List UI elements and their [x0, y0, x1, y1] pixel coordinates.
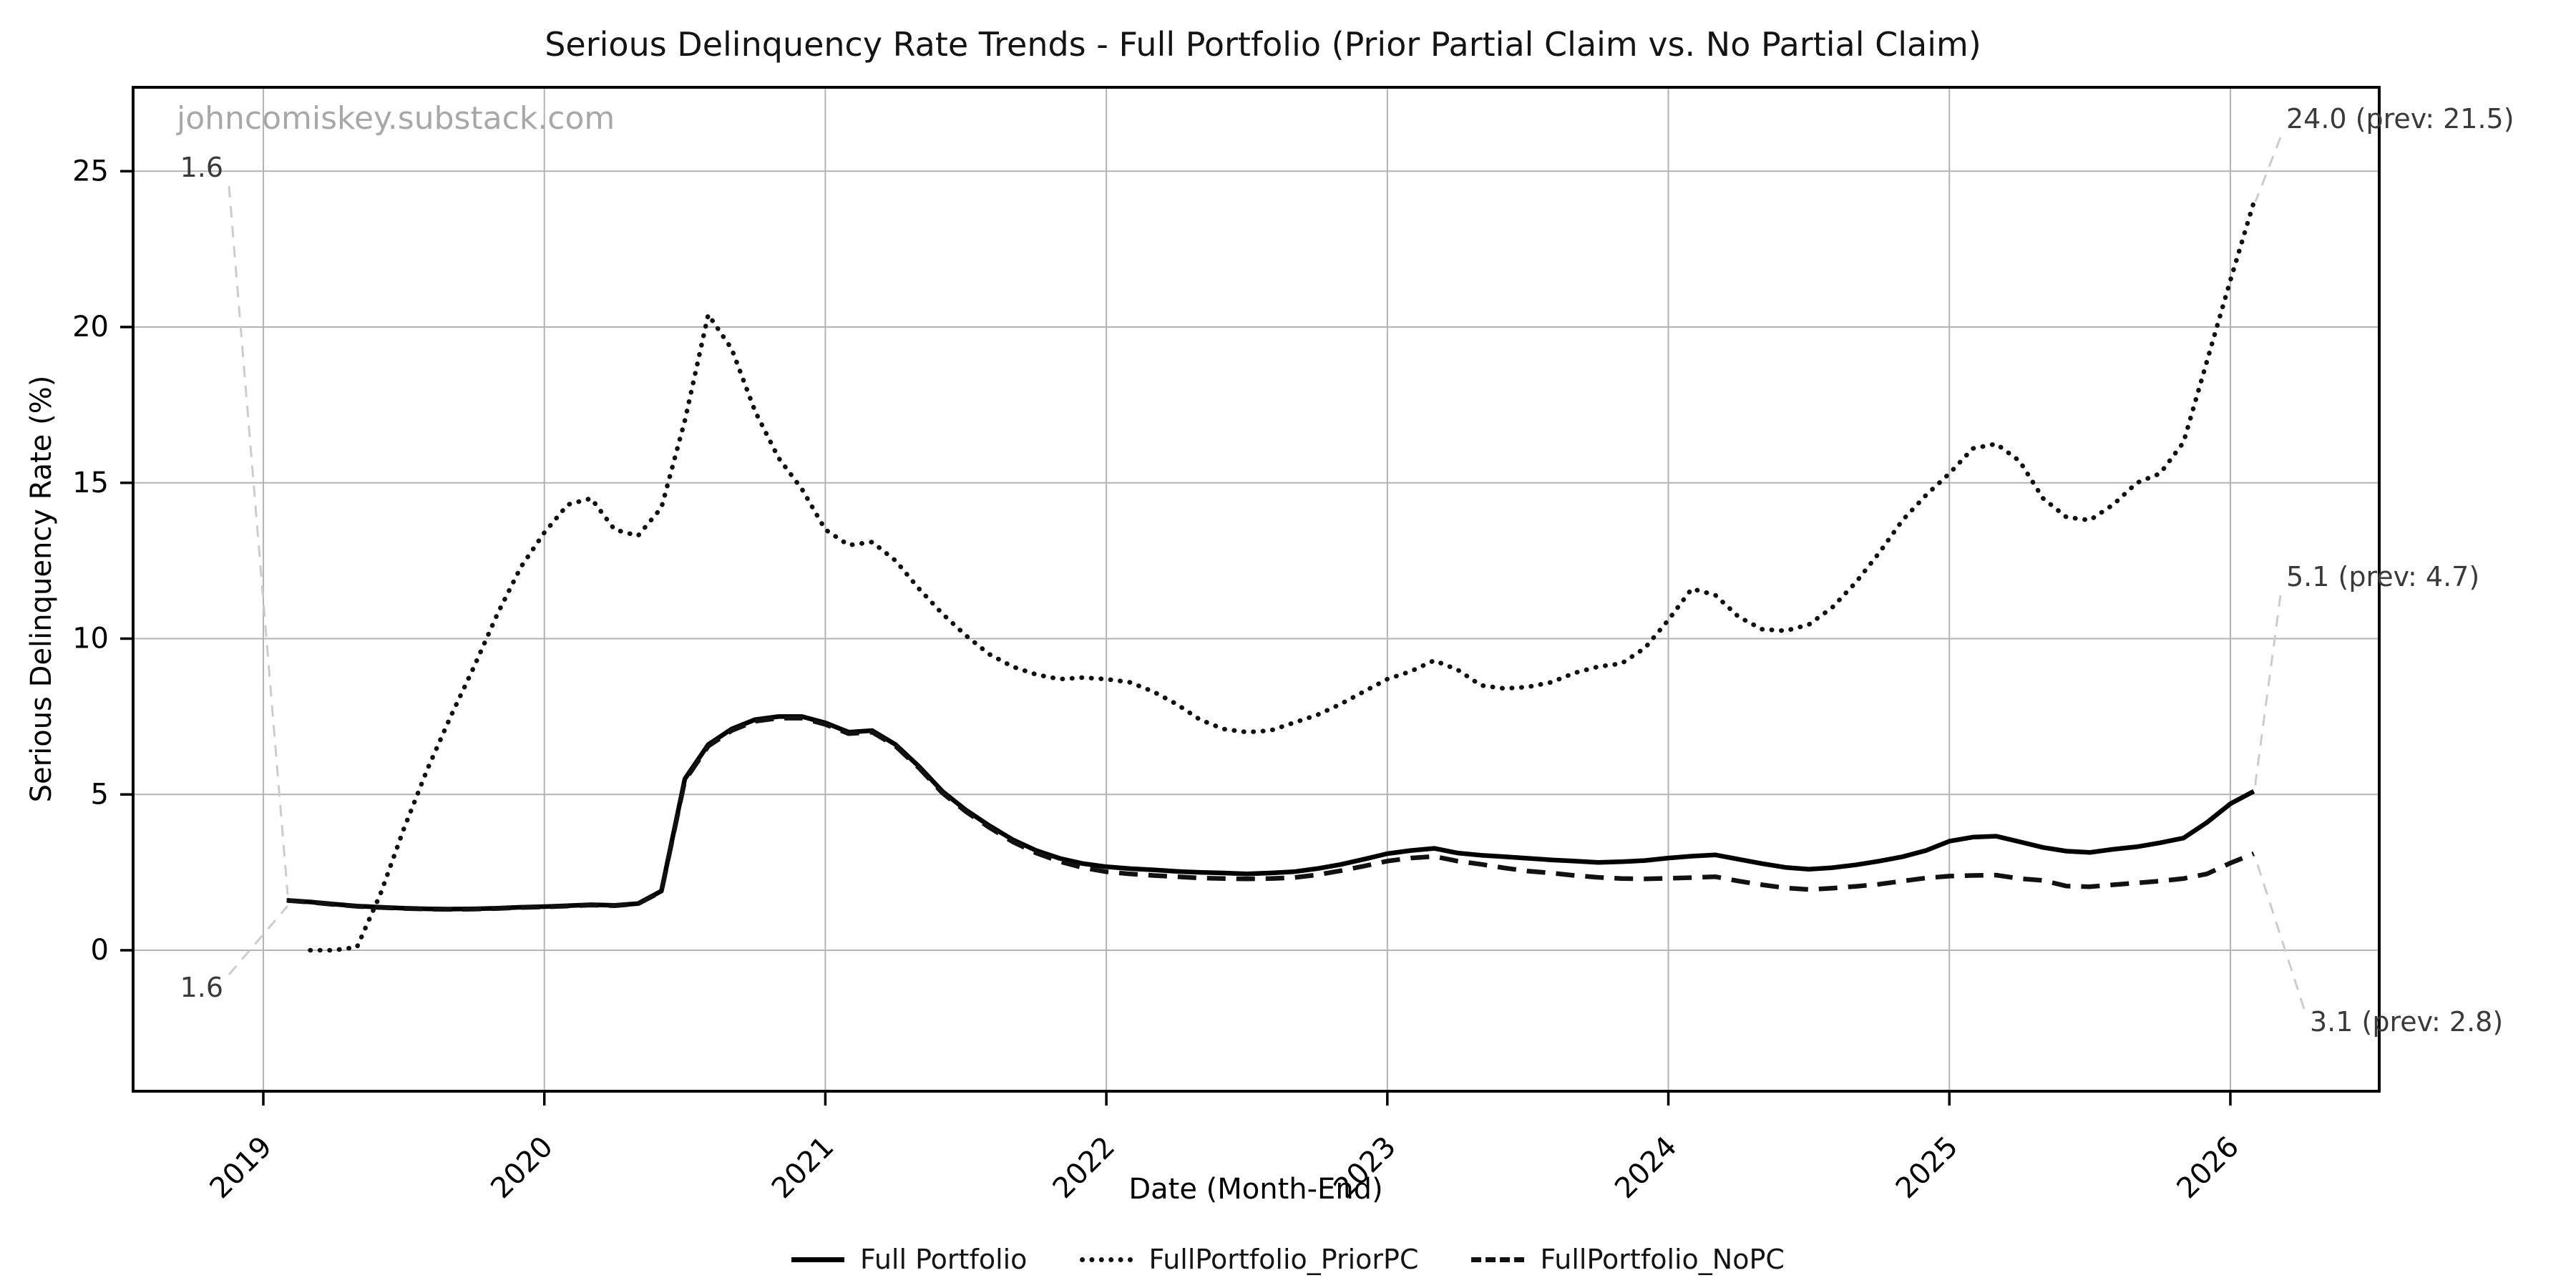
x-tick-label: 2025 — [1890, 1131, 1965, 1206]
y-tick-label: 15 — [72, 467, 109, 499]
annotation-leader-line — [228, 185, 289, 895]
chart-title: Serious Delinquency Rate Trends - Full P… — [545, 25, 1981, 64]
annotation-end-nopc: 3.1 (prev: 2.8) — [2310, 1006, 2504, 1038]
legend-label: FullPortfolio_PriorPC — [1148, 1244, 1419, 1275]
solid-line-icon — [791, 1257, 845, 1262]
annotation-leader-line — [2253, 595, 2282, 789]
legend-item-nopc: FullPortfolio_NoPC — [1471, 1244, 1785, 1275]
legend-item-full-portfolio: Full Portfolio — [791, 1244, 1027, 1275]
x-tick-label: 2024 — [1609, 1131, 1684, 1206]
annotation-start-nopc: 1.6 — [180, 972, 223, 1003]
x-tick-label: 2021 — [766, 1131, 841, 1206]
legend-label: FullPortfolio_NoPC — [1540, 1244, 1785, 1275]
y-tick-label: 25 — [72, 155, 109, 187]
annotation-leader-line — [2254, 137, 2282, 203]
annotation-leader-line — [228, 905, 289, 975]
dashed-line-icon — [1471, 1257, 1525, 1262]
x-axis-label: Date (Month-End) — [1128, 1173, 1383, 1206]
legend: Full Portfolio FullPortfolio_PriorPC Ful… — [791, 1244, 1785, 1275]
x-tick-label: 2022 — [1047, 1131, 1122, 1206]
legend-label: Full Portfolio — [860, 1244, 1028, 1275]
annotation-start-full-portfolio: 1.6 — [180, 152, 223, 183]
y-tick-label: 20 — [72, 311, 109, 343]
annotation-leader-line — [2253, 855, 2306, 1010]
x-tick-label: 2020 — [484, 1131, 560, 1206]
y-tick-label: 0 — [91, 934, 109, 967]
legend-item-priorpc: FullPortfolio_PriorPC — [1080, 1244, 1419, 1275]
y-tick-label: 10 — [72, 623, 109, 655]
x-tick-label: 2019 — [204, 1131, 279, 1206]
x-tick-label: 2026 — [2171, 1131, 2246, 1206]
y-axis-label: Serious Delinquency Rate (%) — [25, 375, 58, 803]
dotted-line-icon — [1080, 1257, 1133, 1262]
watermark: johncomiskey.substack.com — [177, 100, 615, 137]
annotation-end-priorpc: 24.0 (prev: 21.5) — [2286, 103, 2514, 135]
series-line-dotted — [308, 200, 2256, 953]
annotation-end-full-portfolio: 5.1 (prev: 4.7) — [2286, 561, 2480, 592]
series-line-dashed — [286, 716, 2255, 912]
y-tick-label: 5 — [91, 778, 109, 811]
plot-border — [132, 86, 2381, 1093]
